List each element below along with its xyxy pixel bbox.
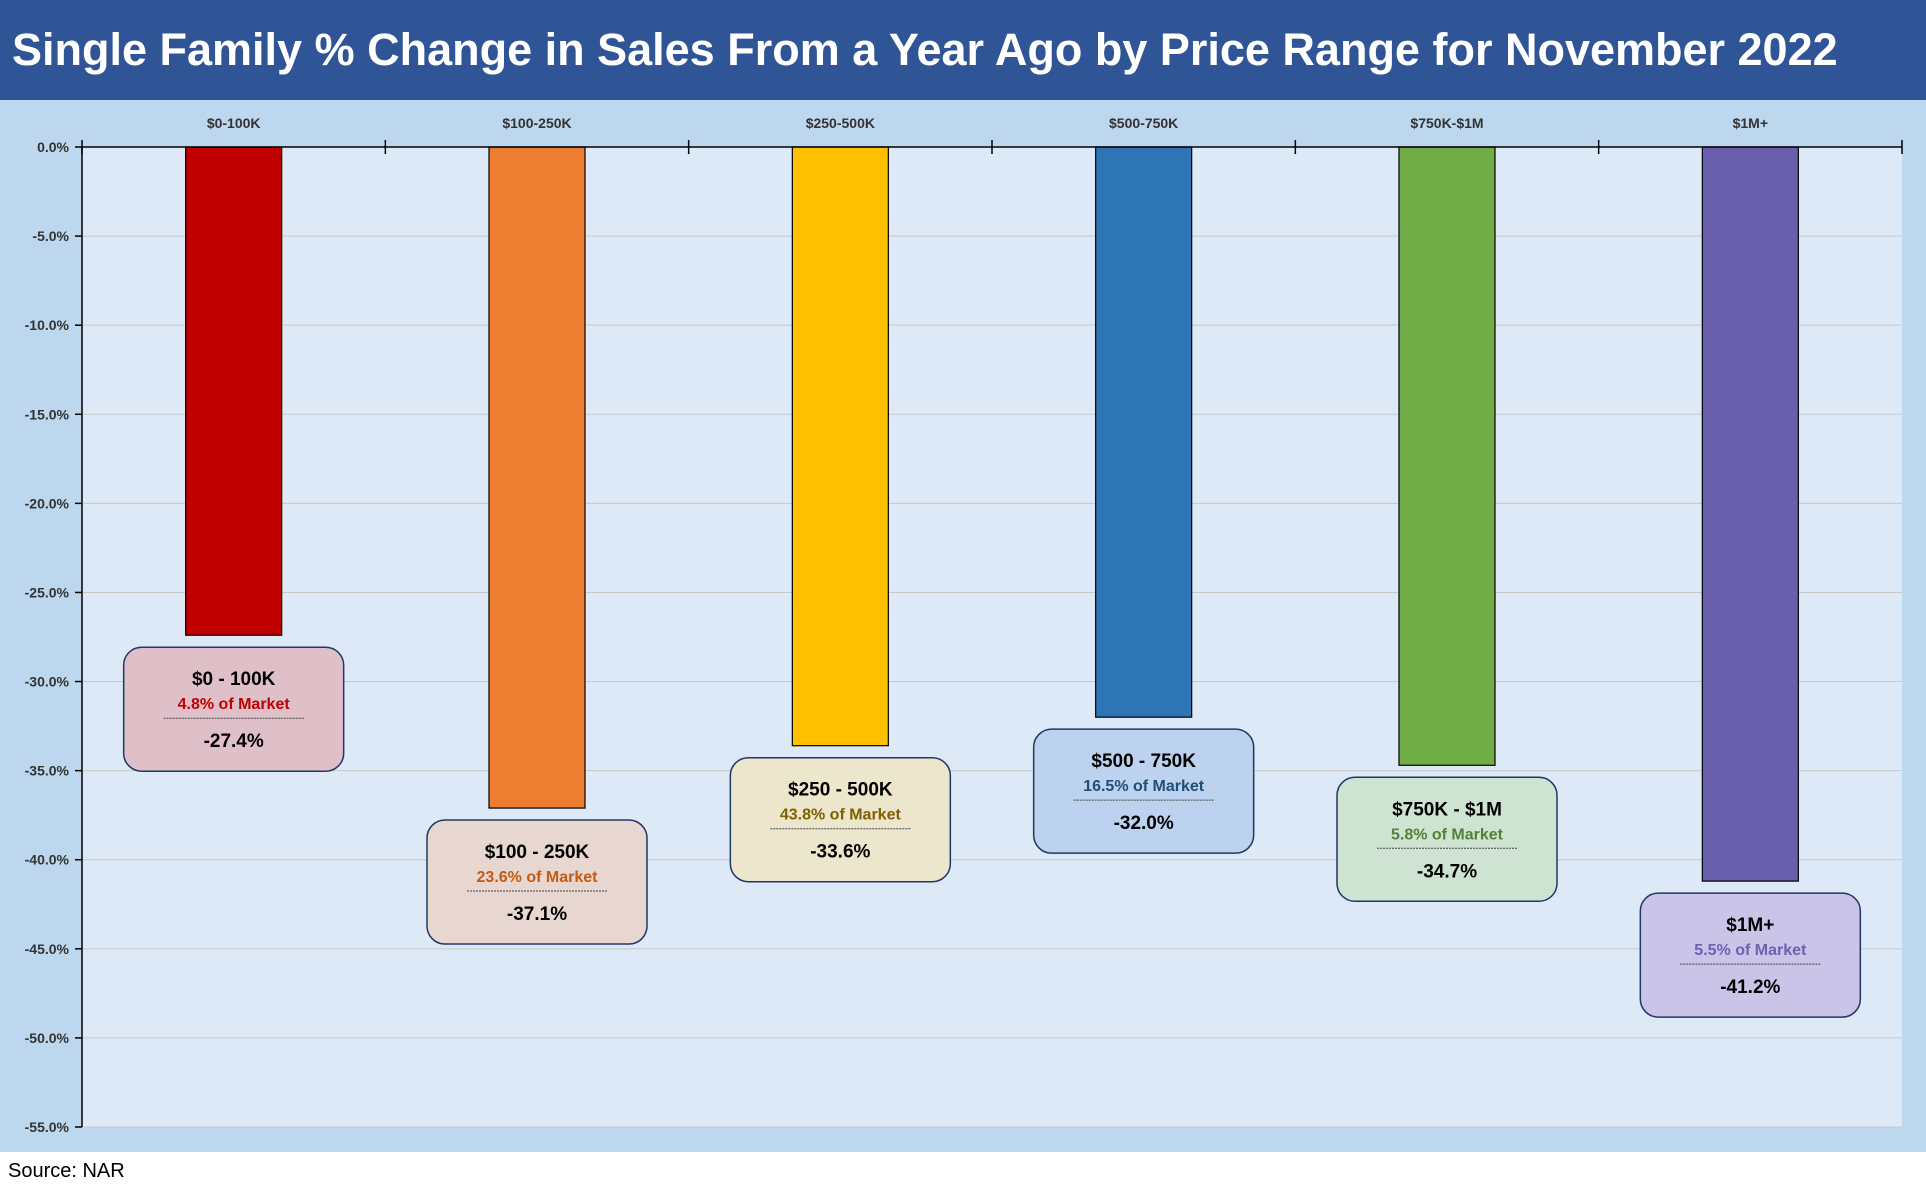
bar <box>1095 146 1193 718</box>
plot-area <box>82 147 1902 1127</box>
bar <box>185 146 283 636</box>
annotation-box <box>426 819 648 945</box>
annotation-share: 23.6% of Market <box>477 869 599 886</box>
bar-chart: 0.0% -5.0% -10.0% -15.0% -20.0% -25.0% -30.0% -… <box>25 115 1903 1135</box>
y-tick-label: -25.0% <box>25 584 70 600</box>
annotation-share: 16.5% of Market <box>1083 778 1205 795</box>
annotation-label: $0 - 100K <box>192 669 276 690</box>
annotation-value: -32.0% <box>1114 813 1174 834</box>
annotation-label: $1M+ <box>1726 915 1774 936</box>
bar <box>791 146 889 747</box>
y-tick-label: 0.0% <box>37 139 69 155</box>
y-tick-label: -55.0% <box>25 1119 70 1135</box>
chart-title: Single Family % Change in Sales From a Y… <box>12 24 1838 75</box>
y-tick-label: -20.0% <box>25 495 70 511</box>
bar <box>1398 146 1496 766</box>
source-note: Source: NAR <box>8 1160 125 1182</box>
x-tick-label: $250-500K <box>806 115 875 131</box>
annotation-share: 4.8% of Market <box>178 696 291 713</box>
bar <box>1701 146 1799 882</box>
chart-frame: 0.0% -5.0% -10.0% -15.0% -20.0% -25.0% -30.0% -… <box>0 100 1926 1152</box>
y-tick-label: -15.0% <box>25 406 70 422</box>
annotation-value: -37.1% <box>507 904 567 925</box>
annotation-share: 43.8% of Market <box>780 807 902 824</box>
annotation-box <box>1032 728 1255 854</box>
annotation-box <box>1639 892 1862 1018</box>
y-tick-label: -10.0% <box>25 317 70 333</box>
annotation-label: $250 - 500K <box>788 780 893 801</box>
y-tick-label: -45.0% <box>25 941 70 957</box>
annotation-value: -27.4% <box>204 731 264 752</box>
x-tick-label: $0-100K <box>207 115 261 131</box>
y-tick-label: -35.0% <box>25 763 70 779</box>
annotation-share: 5.8% of Market <box>1391 826 1504 843</box>
annotation-label: $750K - $1M <box>1392 799 1502 820</box>
x-tick-label: $500-750K <box>1109 115 1178 131</box>
annotation-value: -41.2% <box>1720 977 1780 998</box>
annotation-value: -33.6% <box>810 842 870 863</box>
annotation-box <box>122 646 345 772</box>
y-tick-label: -40.0% <box>25 852 70 868</box>
y-tick-label: -5.0% <box>32 228 69 244</box>
annotation-label: $100 - 250K <box>485 842 590 863</box>
bar <box>488 146 586 809</box>
annotation-value: -34.7% <box>1417 861 1477 882</box>
x-tick-label: $750K-$1M <box>1410 115 1483 131</box>
annotation-box <box>1336 776 1558 903</box>
x-tick-label: $100-250K <box>502 115 571 131</box>
annotation-share: 5.5% of Market <box>1694 942 1807 959</box>
y-tick-label: -50.0% <box>25 1030 70 1046</box>
x-tick-label: $1M+ <box>1733 115 1768 131</box>
title-bar: Single Family % Change in Sales From a Y… <box>0 0 1926 100</box>
annotation-label: $500 - 750K <box>1091 751 1196 772</box>
y-tick-label: -30.0% <box>25 674 70 690</box>
annotation-box <box>729 756 952 883</box>
